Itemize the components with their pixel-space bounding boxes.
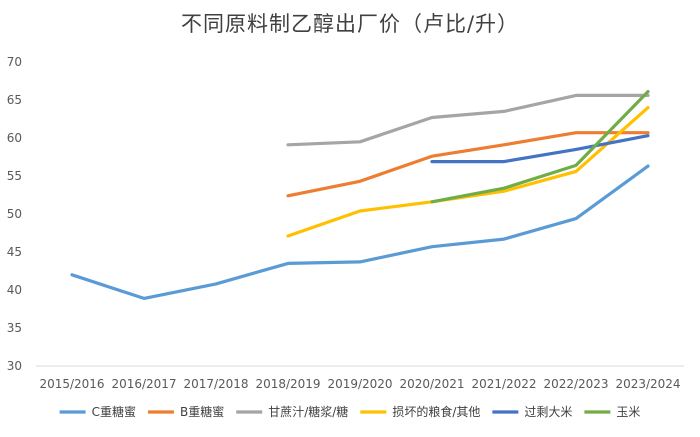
y-tick-label: 65 xyxy=(7,93,22,107)
series-line xyxy=(286,105,650,238)
y-tick-label: 50 xyxy=(7,207,22,221)
series-line xyxy=(70,164,650,300)
y-tick-label: 60 xyxy=(7,131,22,145)
series-line xyxy=(286,131,650,198)
x-tick-label: 2021/2022 xyxy=(471,377,536,391)
x-tick-label: 2019/2020 xyxy=(327,377,392,391)
y-tick-label: 55 xyxy=(7,169,22,183)
chart-title: 不同原料制乙醇出厂价（卢比/升） xyxy=(180,12,520,36)
legend-label: 甘蔗汁/糖浆/糖 xyxy=(268,404,348,419)
x-tick-label: 2016/2017 xyxy=(111,377,176,391)
x-tick-label: 2015/2016 xyxy=(39,377,104,391)
legend-label: 损坏的粮食/其他 xyxy=(392,404,480,419)
x-tick-label: 2020/2021 xyxy=(399,377,464,391)
x-tick-label: 2018/2019 xyxy=(255,377,320,391)
x-tick-label: 2017/2018 xyxy=(183,377,248,391)
legend-label: 过剩大米 xyxy=(524,405,572,419)
y-tick-label: 70 xyxy=(7,55,22,69)
series-line xyxy=(430,89,650,204)
y-tick-label: 30 xyxy=(7,359,22,373)
series-line xyxy=(286,93,650,147)
y-tick-label: 45 xyxy=(7,245,22,259)
y-tick-label: 35 xyxy=(7,321,22,335)
series-line xyxy=(430,134,650,164)
legend-label: 玉米 xyxy=(616,405,640,419)
x-tick-label: 2023/2024 xyxy=(615,377,680,391)
y-tick-label: 40 xyxy=(7,283,22,297)
legend-label: C重糖蜜 xyxy=(92,404,136,419)
x-tick-label: 2022/2023 xyxy=(543,377,608,391)
legend-label: B重糖蜜 xyxy=(180,404,224,419)
